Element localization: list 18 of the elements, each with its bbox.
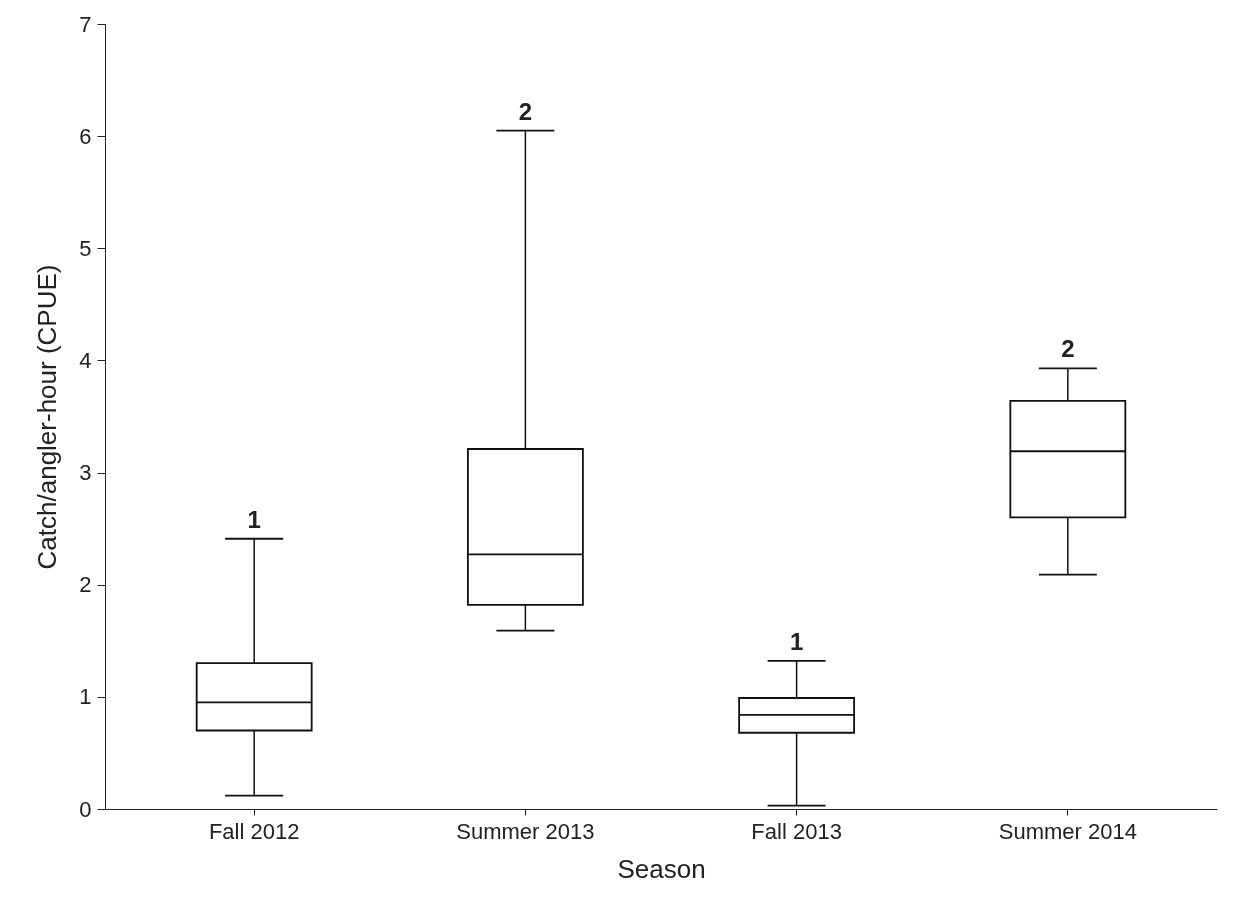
y-tick-label: 2 xyxy=(79,572,92,598)
x-tick-label: Summer 2014 xyxy=(998,818,1137,844)
y-tick-label: 1 xyxy=(79,684,92,710)
annotation: 1 xyxy=(247,505,261,533)
x-tick-label: Fall 2012 xyxy=(208,818,300,844)
x-axis-title: Season xyxy=(617,853,706,884)
y-tick-label: 4 xyxy=(79,347,92,373)
y-tick-label: 6 xyxy=(79,123,92,149)
y-axis-title: Catch/angler-hour (CPUE) xyxy=(32,264,63,570)
y-tick-label: 5 xyxy=(79,235,92,261)
x-tick-label: Summer 2013 xyxy=(456,818,595,844)
y-tick-label: 0 xyxy=(79,796,92,822)
y-tick-label: 7 xyxy=(79,11,92,37)
annotation: 2 xyxy=(518,97,533,125)
annotation: 1 xyxy=(789,627,804,655)
annotation: 2 xyxy=(1061,335,1075,363)
x-tick-label: Fall 2013 xyxy=(751,818,842,844)
y-tick-label: 3 xyxy=(79,460,92,486)
